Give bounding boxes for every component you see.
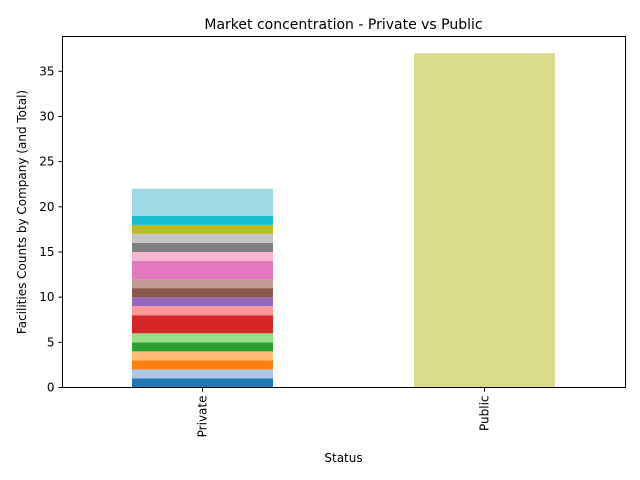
y-axis-ticks: 0 5 10 15 20 25 30 35 [39, 64, 63, 395]
plot-frame [62, 36, 626, 388]
x-axis-ticks: Private Public [196, 387, 492, 438]
y-tick-label: 5 [47, 335, 55, 349]
bar-private-segment-7 [132, 315, 273, 334]
y-tick-label: 30 [39, 109, 54, 123]
bar-private-segment-18 [132, 188, 273, 216]
y-axis-label: Facilities Counts by Company (and Total) [15, 90, 29, 334]
y-tick-label: 20 [39, 200, 54, 214]
bar-private-segment-9 [132, 297, 273, 307]
chart-title: Market concentration - Private vs Public [204, 17, 482, 33]
bar-private-segment-1 [132, 378, 273, 388]
bar-private-segment-5 [132, 342, 273, 352]
x-tick-label-public: Public [478, 396, 492, 432]
bar-private-segment-12 [132, 261, 273, 280]
y-tick-label: 15 [39, 245, 54, 259]
y-tick-label: 25 [39, 155, 54, 169]
bar-private-segment-15 [132, 233, 273, 243]
y-tick-label: 10 [39, 290, 54, 304]
bar-private-segment-8 [132, 306, 273, 316]
x-tick-label-private: Private [196, 396, 210, 438]
bar-private-segment-11 [132, 279, 273, 289]
bar-private-segment-17 [132, 215, 273, 225]
bar-private-segment-16 [132, 224, 273, 234]
bar-private-segment-10 [132, 288, 273, 298]
bar-private-segment-6 [132, 333, 273, 343]
y-tick-label: 0 [47, 381, 55, 395]
bar-private-segment-14 [132, 242, 273, 252]
bar-public-total [414, 53, 555, 388]
bars-group [132, 53, 555, 388]
bar-private-segment-3 [132, 360, 273, 370]
bar-private-segment-13 [132, 251, 273, 262]
x-axis-label: Status [324, 451, 362, 465]
bar-private-segment-4 [132, 351, 273, 361]
bar-private-segment-2 [132, 369, 273, 379]
y-tick-label: 35 [39, 64, 54, 78]
